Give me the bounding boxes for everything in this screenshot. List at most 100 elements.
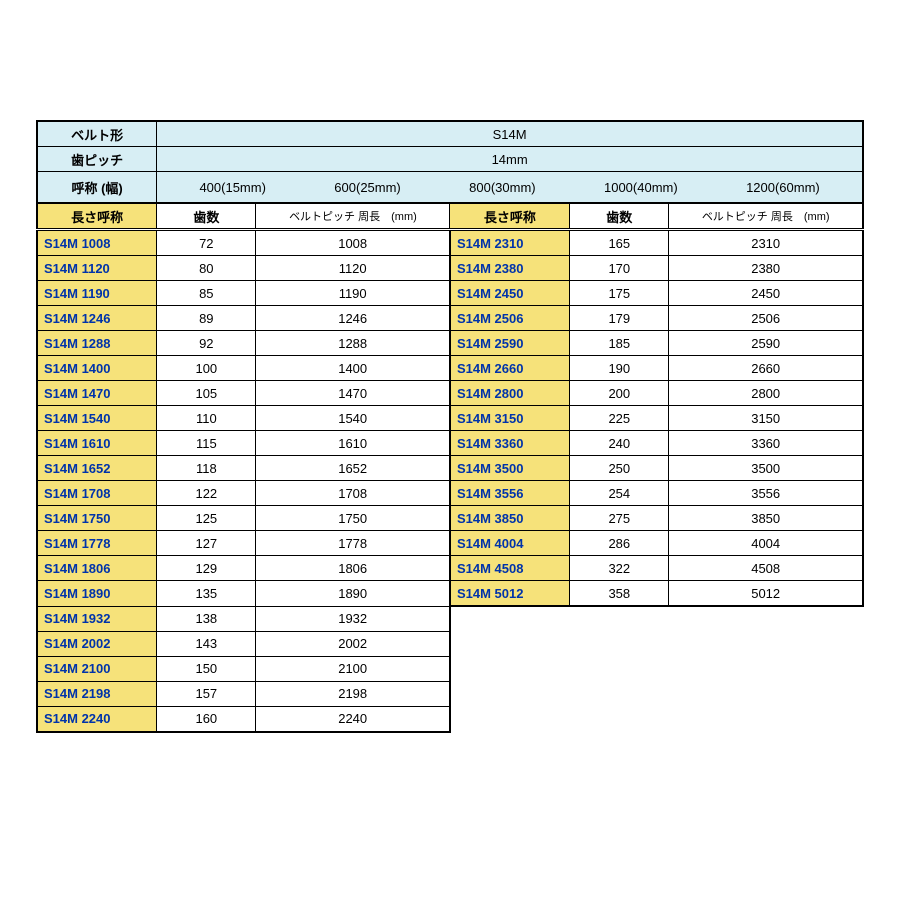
pitch-length-cell: 1400 xyxy=(256,356,450,381)
belt-spec-table: ベルト形 S14M 歯ピッチ 14mm 呼称 (幅) 400(15mm) 600… xyxy=(36,120,864,733)
tooth-count-cell: 85 xyxy=(157,281,256,306)
subhead-length-name: 長さ呼称 xyxy=(450,203,570,230)
subhead-tooth-count: 歯数 xyxy=(157,203,256,230)
tooth-count-cell: 175 xyxy=(570,281,669,306)
length-name-cell: S14M 3360 xyxy=(450,431,570,456)
pitch-length-cell: 1932 xyxy=(256,606,450,631)
length-name-cell: S14M 5012 xyxy=(450,581,570,607)
length-name-cell: S14M 1400 xyxy=(37,356,157,381)
subhead-pitch-length: ベルトピッチ 周長 (mm) xyxy=(256,203,450,230)
empty-cell xyxy=(570,606,669,631)
table-row: S14M 16101151610S14M 33602403360 xyxy=(37,431,863,456)
pitch-length-cell: 3150 xyxy=(669,406,863,431)
table-row: S14M 18061291806S14M 45083224508 xyxy=(37,556,863,581)
length-name-cell: S14M 2002 xyxy=(37,631,157,656)
pitch-length-cell: 3556 xyxy=(669,481,863,506)
tooth-count-cell: 129 xyxy=(157,556,256,581)
pitch-length-cell: 4004 xyxy=(669,531,863,556)
tooth-count-cell: 286 xyxy=(570,531,669,556)
empty-cell xyxy=(450,656,570,681)
pitch-length-cell: 2240 xyxy=(256,706,450,732)
pitch-length-cell: 2660 xyxy=(669,356,863,381)
table-row: S14M 1008721008S14M 23101652310 xyxy=(37,230,863,256)
length-name-cell: S14M 1120 xyxy=(37,256,157,281)
tooth-count-cell: 122 xyxy=(157,481,256,506)
table-row: S14M 21001502100 xyxy=(37,656,863,681)
tooth-count-cell: 240 xyxy=(570,431,669,456)
tooth-count-cell: 138 xyxy=(157,606,256,631)
tooth-count-cell: 150 xyxy=(157,656,256,681)
tooth-count-cell: 170 xyxy=(570,256,669,281)
table-row: S14M 1120801120S14M 23801702380 xyxy=(37,256,863,281)
tooth-count-cell: 254 xyxy=(570,481,669,506)
table-row: S14M 17781271778S14M 40042864004 xyxy=(37,531,863,556)
tooth-count-cell: 185 xyxy=(570,331,669,356)
pitch-length-cell: 1806 xyxy=(256,556,450,581)
empty-cell xyxy=(450,631,570,656)
table-row: S14M 14701051470S14M 28002002800 xyxy=(37,381,863,406)
tooth-count-cell: 190 xyxy=(570,356,669,381)
length-name-cell: S14M 1890 xyxy=(37,581,157,607)
table-row: S14M 1190851190S14M 24501752450 xyxy=(37,281,863,306)
tooth-count-cell: 105 xyxy=(157,381,256,406)
empty-cell xyxy=(570,681,669,706)
length-name-cell: S14M 2198 xyxy=(37,681,157,706)
tooth-count-cell: 80 xyxy=(157,256,256,281)
pitch-length-cell: 2506 xyxy=(669,306,863,331)
pitch-length-cell: 5012 xyxy=(669,581,863,607)
length-name-cell: S14M 1932 xyxy=(37,606,157,631)
length-name-cell: S14M 1470 xyxy=(37,381,157,406)
width-option: 400(15mm) xyxy=(199,180,265,195)
pitch-label: 歯ピッチ xyxy=(37,147,157,172)
width-option: 600(25mm) xyxy=(334,180,400,195)
table-row: S14M 22401602240 xyxy=(37,706,863,732)
length-name-cell: S14M 1246 xyxy=(37,306,157,331)
length-name-cell: S14M 3150 xyxy=(450,406,570,431)
pitch-length-cell: 2800 xyxy=(669,381,863,406)
empty-cell xyxy=(570,631,669,656)
length-name-cell: S14M 1750 xyxy=(37,506,157,531)
pitch-length-cell: 3500 xyxy=(669,456,863,481)
empty-cell xyxy=(669,606,863,631)
length-name-cell: S14M 2310 xyxy=(450,230,570,256)
pitch-length-cell: 4508 xyxy=(669,556,863,581)
length-name-cell: S14M 1540 xyxy=(37,406,157,431)
empty-cell xyxy=(570,706,669,732)
tooth-count-cell: 165 xyxy=(570,230,669,256)
table-row: S14M 1288921288S14M 25901852590 xyxy=(37,331,863,356)
tooth-count-cell: 115 xyxy=(157,431,256,456)
tooth-count-cell: 89 xyxy=(157,306,256,331)
tooth-count-cell: 72 xyxy=(157,230,256,256)
tooth-count-cell: 358 xyxy=(570,581,669,607)
pitch-length-cell: 3360 xyxy=(669,431,863,456)
belt-type-value: S14M xyxy=(157,121,863,147)
empty-cell xyxy=(669,706,863,732)
length-name-cell: S14M 2800 xyxy=(450,381,570,406)
length-name-cell: S14M 1610 xyxy=(37,431,157,456)
length-name-cell: S14M 1708 xyxy=(37,481,157,506)
pitch-length-cell: 2198 xyxy=(256,681,450,706)
table-row: S14M 18901351890S14M 50123585012 xyxy=(37,581,863,607)
table-row: S14M 21981572198 xyxy=(37,681,863,706)
table-row: S14M 20021432002 xyxy=(37,631,863,656)
subhead-length-name: 長さ呼称 xyxy=(37,203,157,230)
pitch-length-cell: 1708 xyxy=(256,481,450,506)
table-row: S14M 17501251750S14M 38502753850 xyxy=(37,506,863,531)
tooth-count-cell: 110 xyxy=(157,406,256,431)
tooth-count-cell: 92 xyxy=(157,331,256,356)
pitch-length-cell: 1120 xyxy=(256,256,450,281)
width-option: 1000(40mm) xyxy=(604,180,678,195)
length-name-cell: S14M 1778 xyxy=(37,531,157,556)
pitch-length-cell: 2100 xyxy=(256,656,450,681)
tooth-count-cell: 250 xyxy=(570,456,669,481)
empty-cell xyxy=(669,656,863,681)
subhead-pitch-length: ベルトピッチ 周長 (mm) xyxy=(669,203,863,230)
pitch-length-cell: 2002 xyxy=(256,631,450,656)
pitch-length-cell: 2380 xyxy=(669,256,863,281)
tooth-count-cell: 200 xyxy=(570,381,669,406)
table-row: S14M 14001001400S14M 26601902660 xyxy=(37,356,863,381)
subheader-row: 長さ呼称 歯数 ベルトピッチ 周長 (mm) 長さ呼称 歯数 ベルトピッチ 周長… xyxy=(37,203,863,230)
pitch-length-cell: 2450 xyxy=(669,281,863,306)
length-name-cell: S14M 1288 xyxy=(37,331,157,356)
subhead-tooth-count: 歯数 xyxy=(570,203,669,230)
